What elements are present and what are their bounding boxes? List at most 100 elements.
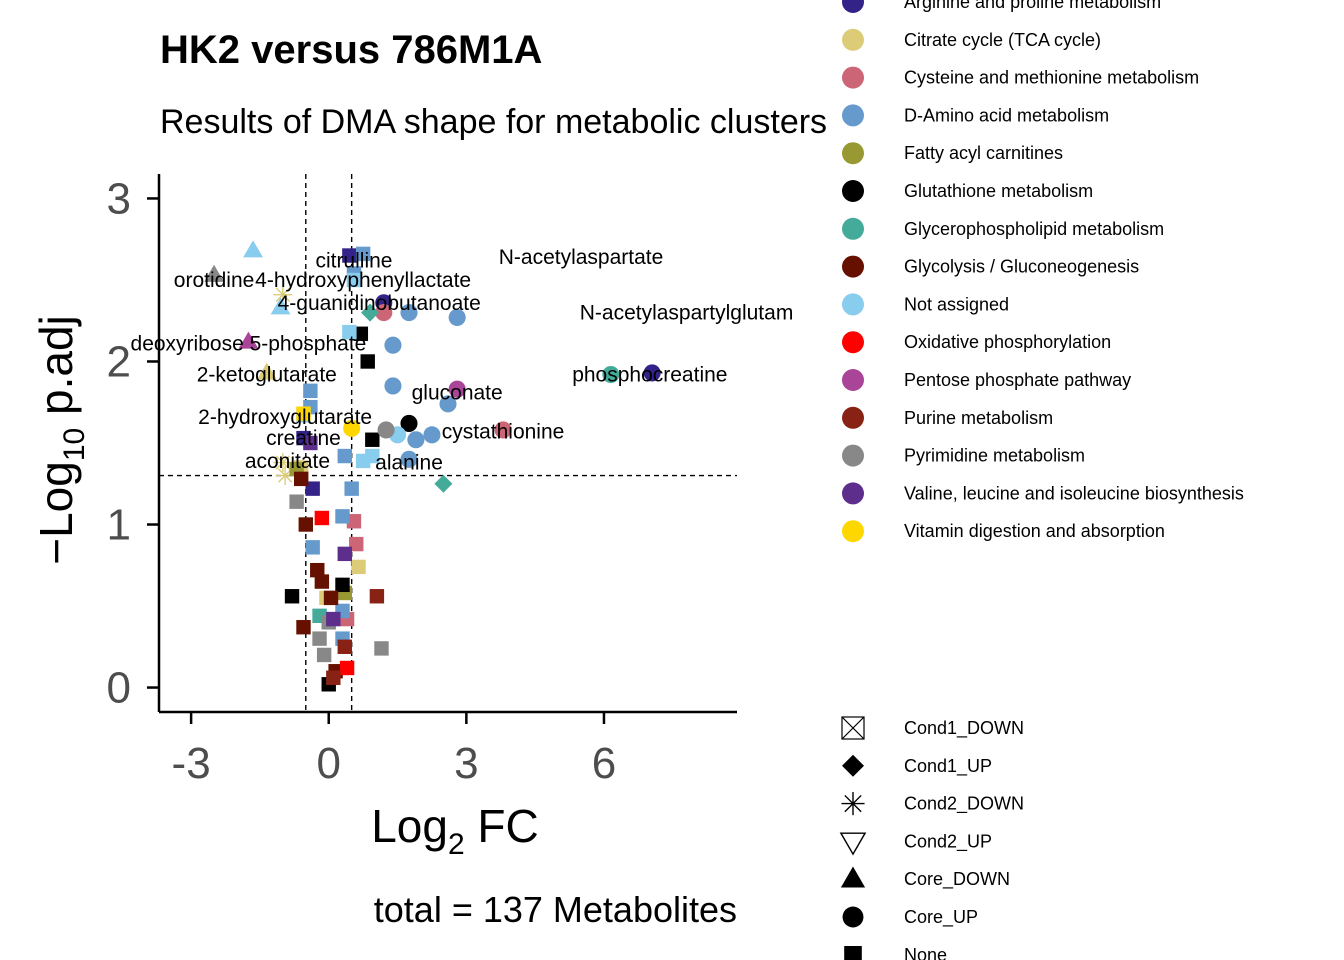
point-label: gluconate <box>412 381 503 404</box>
pathway-legend-item: Pyrimidine metabolism <box>842 444 1085 467</box>
point-label: orotidine <box>174 269 255 292</box>
point-label: 2-hydroxyglutarate <box>198 406 372 429</box>
data-point <box>400 450 418 468</box>
legend-label: Core_DOWN <box>904 869 1010 890</box>
data-point <box>296 620 311 635</box>
data-point <box>346 514 362 529</box>
legend-label: Fatty acyl carnitines <box>904 143 1063 163</box>
legend-key <box>841 792 865 816</box>
data-point <box>335 509 350 524</box>
data-point <box>294 471 309 487</box>
x-axis-title-fc: FC <box>465 800 539 852</box>
legend-label: Pentose phosphate pathway <box>904 370 1131 390</box>
legend-label: Oxidative phosphorylation <box>904 332 1111 352</box>
data-point <box>365 432 380 447</box>
legend-key <box>841 716 865 740</box>
data-point <box>298 517 313 532</box>
data-point <box>337 448 352 464</box>
data-point <box>270 297 291 315</box>
threshold-lines <box>159 174 737 712</box>
data-point <box>284 589 300 604</box>
point-label: 2-ketoglutarate <box>197 364 337 387</box>
point-label: 4-guanidinobutanoate <box>278 292 481 315</box>
y-tick-label: 3 <box>107 174 131 223</box>
data-point <box>305 481 320 496</box>
data-point <box>384 377 402 395</box>
legend-key <box>842 406 864 429</box>
chart-title: HK2 versus 786M1A <box>160 28 542 72</box>
data-point <box>384 336 402 354</box>
legend-label: None <box>904 945 947 960</box>
data-point <box>337 639 352 654</box>
shape-legend-item: None <box>844 945 947 960</box>
data-point <box>344 481 359 496</box>
legend-label: Cond1_UP <box>904 756 992 777</box>
data-point <box>335 577 350 593</box>
legend-label: D-Amino acid metabolism <box>904 105 1109 125</box>
data-point <box>342 324 357 340</box>
y-tick-label: 1 <box>107 501 131 550</box>
data-point <box>337 546 352 562</box>
shape-legend: Cond1_DOWN Cond1_UP Cond2_DOWN Cond2_UP Core… <box>839 716 1024 960</box>
legend-label: Core_UP <box>904 907 978 928</box>
data-point <box>289 494 304 509</box>
x-tick-label: 3 <box>454 739 478 788</box>
data-point <box>238 331 259 349</box>
series-group <box>314 510 355 676</box>
data-point <box>400 414 418 432</box>
legend-label: Purine metabolism <box>904 408 1053 428</box>
pathway-legend-item: Purine metabolism <box>842 406 1053 429</box>
legend-key <box>839 832 867 856</box>
data-point <box>423 426 441 444</box>
x-tick-label: 6 <box>592 739 616 788</box>
point-label: N-acetylaspartylglutam <box>580 302 794 325</box>
pathway-legend-item: Oxidative phosphorylation <box>842 331 1111 354</box>
data-point <box>326 611 341 627</box>
pathway-legend-item: Cysteine and methionine metabolism <box>842 66 1199 89</box>
legend-label: Pyrimidine metabolism <box>904 446 1085 466</box>
data-point <box>346 272 362 288</box>
legend-key <box>842 104 864 127</box>
x-tick-label: -3 <box>172 739 211 788</box>
legend-label: Citrate cycle (TCA cycle) <box>904 30 1101 50</box>
data-point <box>377 421 395 439</box>
series-group <box>296 248 661 496</box>
shape-legend-item: Cond1_UP <box>842 754 992 777</box>
data-point <box>400 304 418 322</box>
data-point <box>243 240 263 258</box>
legend-label: Glycolysis / Gluconeogenesis <box>904 257 1139 277</box>
x-tick-label: 0 <box>316 739 340 788</box>
shape-legend-item: Cond2_DOWN <box>841 792 1024 816</box>
data-point <box>365 448 380 464</box>
y-tick-label: 0 <box>107 664 131 713</box>
legend-key <box>844 946 862 960</box>
legend-key <box>842 293 864 316</box>
data-point <box>273 453 293 473</box>
y-tick-label: 2 <box>107 337 131 386</box>
point-labels: citrulline N-acetylaspartate orotidine 4-hy… <box>131 246 794 474</box>
data-point <box>303 383 318 399</box>
axes: -3 0 3 6 0 1 2 3 <box>107 174 737 788</box>
x-axis-title-subscript: 2 <box>448 828 465 861</box>
legend-key <box>842 520 864 543</box>
legend-label: Cond2_DOWN <box>904 794 1024 815</box>
series-group <box>284 326 418 692</box>
data-point <box>256 362 277 380</box>
legend-key <box>842 180 864 202</box>
data-point <box>369 589 385 604</box>
point-label: 4-hydroxyphenyllactate <box>255 269 471 292</box>
data-point <box>312 631 327 646</box>
point-label: citrulline <box>315 249 392 272</box>
x-ticks: -3 0 3 6 <box>172 712 616 788</box>
legend-key <box>842 754 864 777</box>
data-point <box>643 364 661 382</box>
y-axis-title-subscript: 10 <box>58 428 91 461</box>
legend-key <box>842 369 864 391</box>
point-label: N-acetylaspartate <box>499 246 664 269</box>
pathway-legend-item: Vitamin digestion and absorption <box>842 520 1165 543</box>
point-label: phosphocreatine <box>572 364 727 387</box>
series-group <box>339 304 512 627</box>
legend-key <box>842 444 864 467</box>
data-point <box>273 285 293 305</box>
